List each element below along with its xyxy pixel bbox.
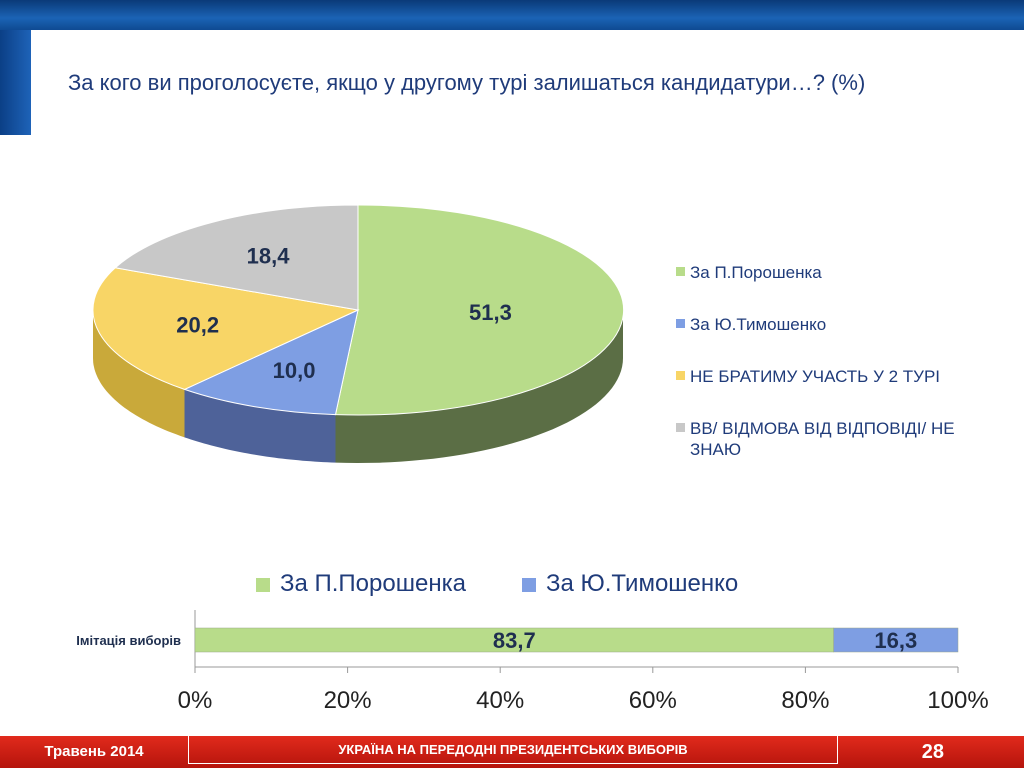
pie-slice-tymoshenko <box>183 309 359 416</box>
legend-swatch-not-participating <box>676 371 685 380</box>
bar-legend: За П.Порошенка За Ю.Тимошенко <box>250 570 810 600</box>
pie-slice-dk_refuse <box>114 204 359 311</box>
pie-label-tymoshenko: 10,0 <box>273 358 316 383</box>
legend-label-tymoshenko: За Ю.Тимошенко <box>690 315 827 334</box>
footer-bar: Травень 2014 УКРАЇНА НА ПЕРЕДОДНІ ПРЕЗИД… <box>0 736 1024 768</box>
bar-x-tick-label: 20% <box>324 687 372 714</box>
header-accent-block <box>0 30 31 135</box>
bar-x-tick-label: 40% <box>476 687 524 714</box>
pie-slice-not_participating <box>92 267 360 390</box>
bar-label-tymoshenko: 16,3 <box>874 628 917 653</box>
pie-label-poroshenko: 51,3 <box>469 300 512 325</box>
bar-category-label: Імітація виборів <box>76 633 181 648</box>
top-banner <box>0 0 1024 30</box>
bar-x-tick-label: 100% <box>927 687 988 714</box>
footer-title: УКРАЇНА НА ПЕРЕДОДНІ ПРЕЗИДЕНТСЬКИХ ВИБО… <box>188 736 838 764</box>
legend-label-not-participating: НЕ БРАТИМУ УЧАСТЬ У 2 ТУРІ <box>690 367 941 386</box>
bar-x-tick-label: 80% <box>781 687 829 714</box>
pie-label-not_participating: 20,2 <box>176 312 219 337</box>
pie-side-tymoshenko <box>184 389 336 463</box>
legend-swatch-dk-refuse <box>676 423 685 432</box>
bar-legend-label-tymoshenko: За Ю.Тимошенко <box>546 570 739 597</box>
pie-side-poroshenko <box>335 310 623 463</box>
legend-label-poroshenko: За П.Порошенка <box>690 263 822 282</box>
bar-legend-swatch-tymoshenko <box>522 578 536 592</box>
pie-chart: 51,3 10,0 20,2 18,4 <box>92 204 625 463</box>
page-title: За кого ви проголосуєте, якщо у другому … <box>68 70 866 95</box>
page-number: 28 <box>921 741 944 763</box>
pie-label-dk_refuse: 18,4 <box>247 244 291 269</box>
legend-label-dk-refuse: ВВ/ ВІДМОВА ВІД ВІДПОВІДІ/ НЕ ЗНАЮ <box>690 419 955 459</box>
pie-slice-poroshenko <box>334 204 625 416</box>
legend-swatch-poroshenko <box>676 267 685 276</box>
footer-date: Травень 2014 <box>44 743 144 760</box>
legend-swatch-tymoshenko <box>676 319 685 328</box>
bar-legend-label-poroshenko: За П.Порошенка <box>280 570 466 597</box>
bar-x-tick-label: 0% <box>178 687 213 714</box>
bar-legend-swatch-poroshenko <box>256 578 270 592</box>
bar-segment-poroshenko <box>194 627 834 653</box>
pie-side-not_participating <box>93 310 185 438</box>
bar-label-poroshenko: 83,7 <box>493 628 536 653</box>
bar-x-tick-label: 60% <box>629 687 677 714</box>
stacked-bar-chart: Імітація виборів 0% 20% 40% 60% 80% 100% 83,7 16… <box>76 610 989 714</box>
bar-segment-tymoshenko <box>833 627 959 653</box>
